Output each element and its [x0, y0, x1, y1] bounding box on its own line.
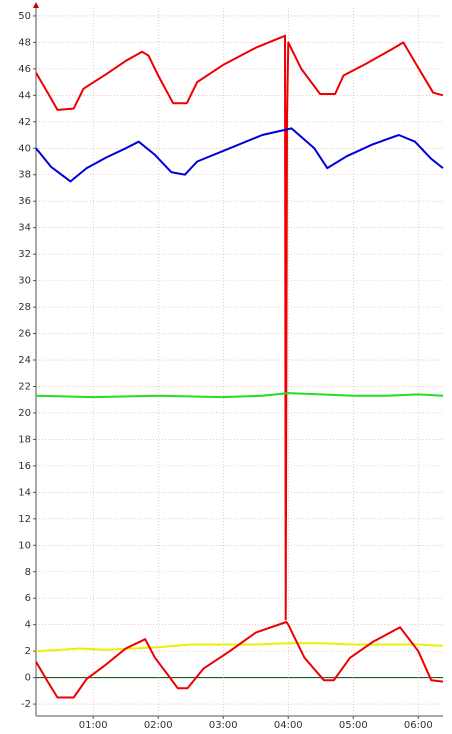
x-tick-label: 06:00	[404, 720, 433, 731]
y-tick-label: 46	[18, 64, 31, 75]
y-tick-label: 26	[18, 329, 31, 340]
series-line	[35, 621, 444, 699]
axis-arrow	[33, 2, 39, 8]
y-tick-label: 10	[18, 540, 31, 551]
y-tick-label: 40	[18, 143, 31, 154]
x-tick-label: 03:00	[209, 720, 238, 731]
y-tick-label: 22	[18, 381, 31, 392]
y-tick-label: -2	[21, 699, 31, 710]
y-tick-label: 12	[18, 514, 31, 525]
y-tick-label: 2	[25, 646, 31, 657]
y-tick-label: 8	[25, 567, 31, 578]
y-tick-label: 38	[18, 170, 31, 181]
x-tick-label: 01:00	[79, 720, 108, 731]
y-tick-label: 48	[18, 37, 31, 48]
y-tick-label: 18	[18, 434, 31, 445]
y-tick-label: 32	[18, 249, 31, 260]
x-tick-label: 02:00	[144, 720, 173, 731]
y-tick-label: 44	[18, 90, 31, 101]
y-tick-label: 6	[25, 593, 31, 604]
y-tick-label: 24	[18, 355, 31, 366]
y-tick-label: 20	[18, 408, 31, 419]
series-line	[35, 127, 444, 183]
y-tick-label: 50	[18, 11, 31, 22]
y-tick-label: 16	[18, 461, 31, 472]
series-line	[35, 34, 444, 621]
y-tick-label: 30	[18, 276, 31, 287]
y-tick-label: 28	[18, 302, 31, 313]
y-tick-label: 34	[18, 223, 31, 234]
y-tick-label: 0	[25, 673, 31, 684]
plot-area	[36, 8, 443, 716]
x-tick-label: 05:00	[339, 720, 368, 731]
x-tick-label: 04:00	[274, 720, 303, 731]
series-line	[35, 642, 444, 653]
y-tick-label: 42	[18, 117, 31, 128]
y-tick-label: 36	[18, 196, 31, 207]
y-tick-label: 14	[18, 487, 31, 498]
y-tick-label: 4	[25, 620, 31, 631]
series-line	[35, 392, 444, 399]
